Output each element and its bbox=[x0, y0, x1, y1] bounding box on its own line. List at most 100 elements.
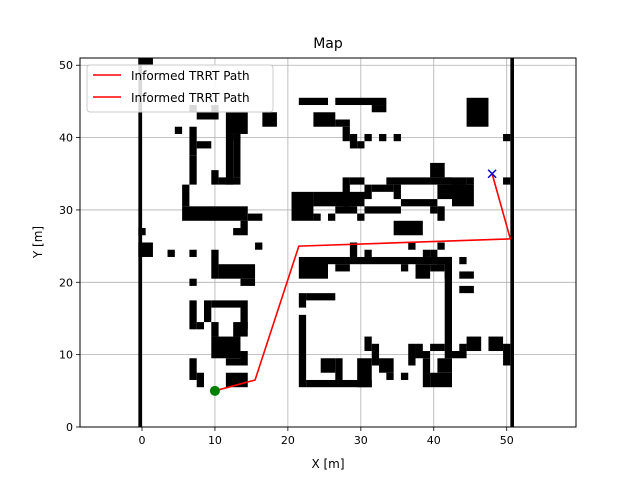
obstacle-cell bbox=[196, 141, 212, 149]
obstacle-cell bbox=[313, 112, 336, 127]
start-marker bbox=[209, 385, 220, 396]
obstacle-cell bbox=[459, 285, 474, 294]
path-line bbox=[214, 173, 512, 392]
obstacle-cell bbox=[459, 271, 474, 279]
legend-label-1: Informed TRRT Path bbox=[131, 69, 250, 83]
obstacle-cell bbox=[240, 278, 256, 286]
obstacle-cell bbox=[357, 213, 365, 221]
obstacle-cell bbox=[240, 351, 248, 366]
obstacle-cell bbox=[379, 358, 394, 373]
x-tick-label: 0 bbox=[139, 434, 146, 447]
obstacle-cell bbox=[138, 228, 146, 236]
obstacle-cell bbox=[335, 358, 343, 380]
obstacle-cell bbox=[357, 141, 365, 149]
obstacle-cell bbox=[437, 206, 445, 221]
obstacle-cell bbox=[430, 264, 445, 272]
obstacle-cell bbox=[167, 249, 175, 257]
tick-layer: 0 10 20 30 40 50 0 10 20 30 40 50 bbox=[59, 59, 514, 447]
obstacle-cell bbox=[335, 264, 350, 272]
obstacle-cell bbox=[503, 343, 511, 366]
obstacle-cell bbox=[255, 242, 263, 250]
obstacle-cell bbox=[430, 249, 438, 257]
obstacle-cell bbox=[503, 133, 511, 142]
obstacle-cell bbox=[196, 112, 219, 120]
obstacle-cell bbox=[328, 213, 336, 221]
marker-layer bbox=[209, 169, 497, 396]
obstacle-cell bbox=[211, 322, 219, 337]
obstacle-cell bbox=[233, 133, 241, 178]
obstacle-cell bbox=[298, 256, 328, 279]
obstacle-cell bbox=[182, 184, 190, 207]
legend: Informed TRRT Path Informed TRRT Path bbox=[86, 64, 274, 113]
y-tick-label: 40 bbox=[59, 132, 73, 145]
path-layer bbox=[214, 173, 512, 392]
obstacle-cell bbox=[364, 184, 372, 200]
obstacle-cell bbox=[298, 293, 307, 308]
obstacle-cell bbox=[138, 242, 153, 257]
obstacle-cell bbox=[196, 322, 204, 330]
obstacle-cell bbox=[335, 119, 350, 127]
obstacle-cell bbox=[342, 126, 350, 142]
obstacle-cell bbox=[225, 133, 234, 185]
obstacle-cell bbox=[400, 372, 409, 380]
obstacle-cell bbox=[437, 242, 445, 250]
obstacle-cell bbox=[415, 343, 423, 352]
obstacle-cell bbox=[415, 264, 431, 279]
obstacle-cell bbox=[306, 293, 336, 301]
obstacle-cell bbox=[408, 242, 416, 250]
x-tick-label: 40 bbox=[427, 434, 441, 447]
obstacle-cell bbox=[189, 278, 197, 286]
obstacle-cell bbox=[247, 213, 263, 221]
obstacle-cell bbox=[218, 264, 256, 279]
obstacle-cell bbox=[218, 177, 241, 185]
obstacle-cell bbox=[364, 206, 401, 214]
obstacle-cell bbox=[466, 97, 489, 127]
obstacle-cell bbox=[393, 220, 423, 236]
obstacle-cell bbox=[430, 372, 452, 388]
obstacle-cell bbox=[422, 358, 431, 388]
obstacle-cell bbox=[211, 249, 219, 279]
obstacle-cell bbox=[174, 126, 183, 134]
obstacle-cell bbox=[211, 300, 241, 308]
obstacle-cell bbox=[422, 249, 431, 257]
obstacle-cell bbox=[211, 170, 219, 185]
obstacle-cell bbox=[408, 343, 416, 366]
obstacle-cell bbox=[189, 300, 197, 330]
obstacle-cell bbox=[430, 162, 445, 178]
obstacle-cell bbox=[313, 213, 321, 221]
x-tick-label: 30 bbox=[354, 434, 368, 447]
obstacle-cell bbox=[349, 133, 358, 149]
obstacle-cell bbox=[189, 126, 197, 156]
obstacle-cell bbox=[400, 199, 438, 207]
obstacle-cell bbox=[240, 300, 248, 330]
obstacle-cell bbox=[349, 177, 365, 185]
y-tick-label: 0 bbox=[66, 421, 73, 434]
obstacle-cell bbox=[386, 177, 452, 185]
obstacle-cell bbox=[357, 358, 372, 388]
obstacle-cell bbox=[298, 314, 307, 388]
obstacle-cell bbox=[189, 155, 197, 185]
obstacle-cell bbox=[459, 256, 467, 265]
obstacle-cell bbox=[371, 105, 387, 113]
obstacle-cell bbox=[371, 343, 380, 366]
obstacle-cell bbox=[225, 358, 241, 366]
obstacle-cell bbox=[291, 191, 314, 221]
legend-label-2: Informed TRRT Path bbox=[131, 91, 250, 105]
obstacle-cell bbox=[342, 177, 350, 207]
y-tick-label: 10 bbox=[59, 349, 73, 362]
obstacle-cell bbox=[386, 372, 394, 380]
obstacle-cell bbox=[364, 133, 372, 142]
obstacle-cell bbox=[240, 220, 248, 236]
obstacle-cell bbox=[211, 336, 241, 359]
grid-layer bbox=[80, 58, 576, 428]
legend-box bbox=[86, 64, 274, 113]
obstacle-cell bbox=[510, 58, 514, 427]
obstacle-cell bbox=[349, 242, 358, 257]
obstacle-cell bbox=[225, 112, 248, 134]
y-axis-label: Y [m] bbox=[31, 226, 45, 259]
obstacle-cell bbox=[400, 264, 409, 272]
obstacle-cell bbox=[233, 228, 241, 236]
x-tick-label: 10 bbox=[208, 434, 222, 447]
obstacle-cell bbox=[459, 343, 467, 352]
